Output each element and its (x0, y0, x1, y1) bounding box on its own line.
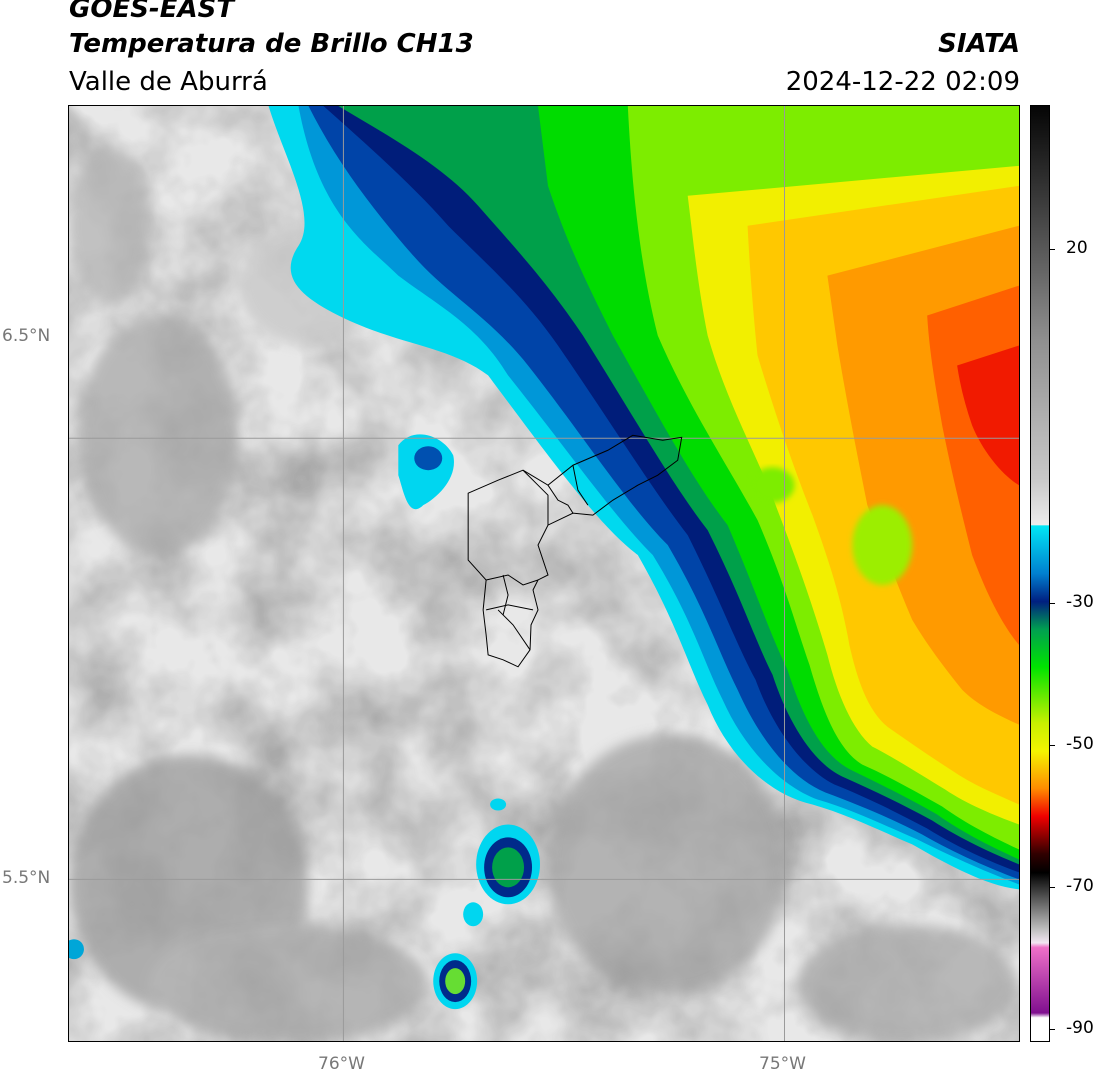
convective-cells (69, 434, 541, 1010)
colorbar-tick (1049, 249, 1055, 250)
colorbar-label-minus30: -30 (1066, 592, 1094, 612)
timestamp: 2024-12-22 02:09 (785, 67, 1020, 97)
lat-label-6.5: 6.5°N (2, 326, 51, 346)
colorbar-gradient (1031, 106, 1049, 1041)
lat-label-5.5: 5.5°N (2, 868, 51, 888)
lon-label-76: 76°W (318, 1054, 365, 1074)
map-gridlines (69, 106, 1019, 1041)
colorbar (1030, 105, 1050, 1042)
colorbar-tick (1049, 1029, 1055, 1030)
colorbar-label-minus50: -50 (1066, 734, 1094, 754)
colorbar-label-minus70: -70 (1066, 876, 1094, 896)
colorbar-tick (1049, 745, 1055, 746)
brand-label: SIATA (938, 29, 1020, 59)
satellite-map (68, 105, 1020, 1042)
colorbar-label-minus90: -90 (1066, 1018, 1094, 1038)
colorbar-tick (1049, 887, 1055, 888)
title-line2: Temperatura de Brillo CH13 (69, 29, 474, 59)
lon-label-75: 75°W (759, 1054, 806, 1074)
title-line1: GOES-EAST (69, 0, 235, 24)
valle-de-aburra-boundaries (467, 434, 683, 668)
colorbar-label-20: 20 (1066, 238, 1088, 258)
cold-cloud-system (268, 106, 1019, 890)
subtitle: Valle de Aburrá (69, 67, 268, 97)
colorbar-tick (1049, 603, 1055, 604)
brightness-temperature-field (69, 106, 1019, 1041)
